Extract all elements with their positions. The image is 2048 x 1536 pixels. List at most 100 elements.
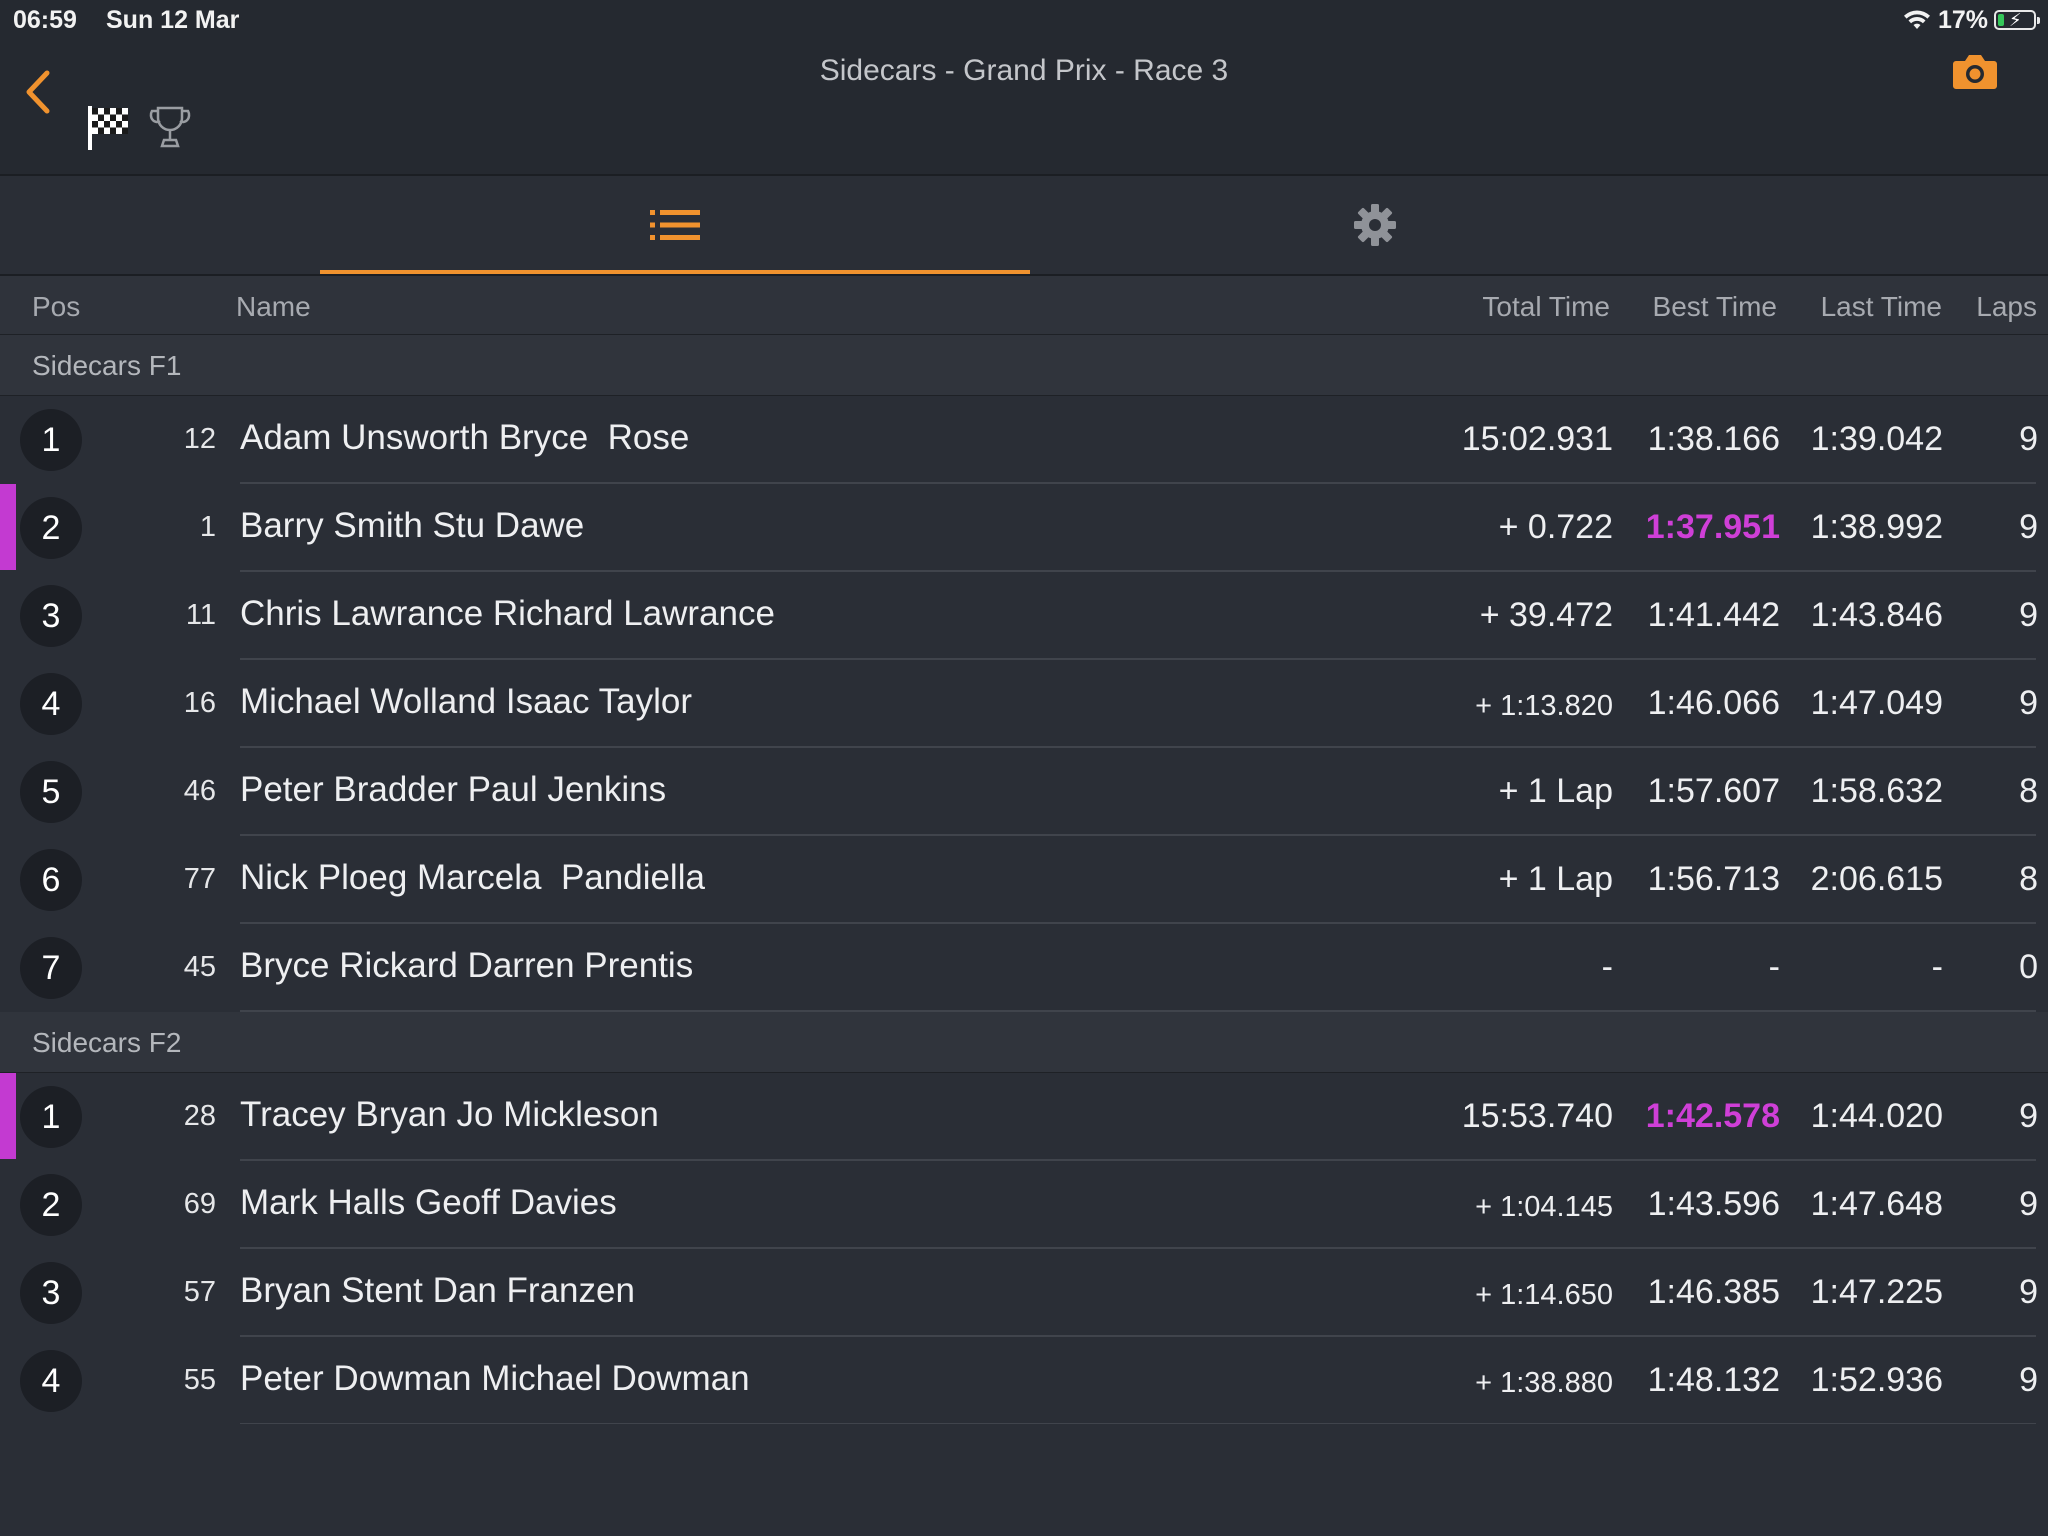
- total-time: -: [1601, 948, 1613, 986]
- race-number: 12: [183, 423, 216, 455]
- position-badge: 5: [20, 761, 82, 823]
- list-icon: [650, 210, 700, 240]
- status-bar: 06:59 Sun 12 Mar 17% ⚡: [0, 0, 2048, 40]
- rider-names: Chris Lawrance Richard Lawrance: [240, 594, 775, 633]
- last-time: -: [1931, 948, 1943, 986]
- race-number: 16: [183, 687, 216, 719]
- rider-names: Bryan Stent Dan Franzen: [240, 1271, 635, 1310]
- laps: 9: [2019, 1361, 2038, 1399]
- best-time: 1:38.166: [1647, 420, 1780, 458]
- laps: 8: [2019, 860, 2038, 898]
- best-time: -: [1768, 948, 1780, 986]
- navigation-bar: Sidecars - Grand Prix - Race 3: [0, 40, 2048, 176]
- best-time: 1:46.385: [1647, 1273, 1780, 1311]
- best-time: 1:57.607: [1647, 772, 1780, 810]
- total-time: + 1 Lap: [1498, 772, 1613, 810]
- race-number: 45: [183, 951, 216, 983]
- table-row[interactable]: 2 1 Barry Smith Stu Dawe + 0.722 1:37.95…: [0, 484, 2048, 572]
- active-tab-indicator: [320, 270, 1030, 274]
- table-row[interactable]: 3 11 Chris Lawrance Richard Lawrance + 3…: [0, 572, 2048, 660]
- table-row[interactable]: 7 45 Bryce Rickard Darren Prentis - - - …: [0, 924, 2048, 1012]
- table-row[interactable]: 1 28 Tracey Bryan Jo Mickleson 15:53.740…: [0, 1073, 2048, 1161]
- position-badge: 3: [20, 585, 82, 647]
- table-row[interactable]: 6 77 Nick Ploeg Marcela Pandiella + 1 La…: [0, 836, 2048, 924]
- laps: 9: [2019, 684, 2038, 722]
- rider-names: Michael Wolland Isaac Taylor: [240, 682, 692, 721]
- race-number: 1: [199, 511, 216, 543]
- last-time: 1:44.020: [1810, 1097, 1943, 1135]
- last-time: 1:47.225: [1810, 1273, 1943, 1311]
- table-row[interactable]: 1 12 Adam Unsworth Bryce Rose 15:02.931 …: [0, 396, 2048, 484]
- position-badge: 1: [20, 1086, 82, 1148]
- best-time: 1:48.132: [1647, 1361, 1780, 1399]
- rider-names: Peter Bradder Paul Jenkins: [240, 770, 667, 809]
- total-time: + 0.722: [1498, 508, 1613, 546]
- last-time: 1:39.042: [1810, 420, 1943, 458]
- battery-percent: 17%: [1937, 5, 1988, 34]
- table-row[interactable]: 4 55 Peter Dowman Michael Dowman + 1:38.…: [0, 1337, 2048, 1425]
- position-badge: 7: [20, 937, 82, 999]
- best-time: 1:42.578: [1645, 1097, 1780, 1135]
- laps: 8: [2019, 772, 2038, 810]
- group-header: Sidecars F1: [0, 335, 2048, 396]
- last-time: 2:06.615: [1810, 860, 1943, 898]
- last-time: 1:47.049: [1810, 684, 1943, 722]
- column-name: Name: [236, 291, 311, 322]
- best-time: 1:41.442: [1647, 596, 1780, 634]
- rider-names: Barry Smith Stu Dawe: [240, 506, 585, 545]
- total-time: + 1:38.880: [1475, 1367, 1613, 1399]
- back-button[interactable]: [18, 62, 58, 122]
- column-pos: Pos: [32, 291, 81, 322]
- position-badge: 6: [20, 849, 82, 911]
- column-best-time: Best Time: [1652, 291, 1777, 322]
- status-date: Sun 12 Mar: [106, 6, 240, 34]
- position-badge: 2: [20, 1174, 82, 1236]
- race-number: 77: [183, 863, 216, 895]
- last-time: 1:43.846: [1810, 596, 1943, 634]
- total-time: + 1 Lap: [1498, 860, 1613, 898]
- laps: 0: [2019, 948, 2038, 986]
- trophy-icon[interactable]: [148, 102, 192, 152]
- tab-results-list[interactable]: [320, 176, 1030, 274]
- race-number: 28: [183, 1100, 216, 1132]
- table-row[interactable]: 5 46 Peter Bradder Paul Jenkins + 1 Lap …: [0, 748, 2048, 836]
- results-column-header: Pos Name Total Time Best Time Last Time …: [0, 276, 2048, 335]
- total-time: + 1:04.145: [1475, 1191, 1613, 1223]
- gear-icon: [1354, 204, 1396, 246]
- chevron-left-icon: [26, 70, 50, 114]
- empty-area: [0, 1424, 2048, 1536]
- race-number: 57: [183, 1276, 216, 1308]
- position-badge: 4: [20, 673, 82, 735]
- total-time: + 1:13.820: [1475, 690, 1613, 722]
- rider-names: Mark Halls Geoff Davies: [240, 1183, 617, 1222]
- group-title: Sidecars F2: [32, 1027, 182, 1058]
- best-time: 1:46.066: [1647, 684, 1780, 722]
- last-time: 1:58.632: [1810, 772, 1943, 810]
- position-badge: 3: [20, 1262, 82, 1324]
- rider-names: Tracey Bryan Jo Mickleson: [240, 1095, 659, 1134]
- battery-icon: ⚡: [1994, 10, 2040, 30]
- race-number: 55: [183, 1364, 216, 1396]
- last-time: 1:38.992: [1810, 508, 1943, 546]
- total-time: + 1:14.650: [1475, 1279, 1613, 1311]
- wifi-icon: [1903, 10, 1930, 29]
- table-row[interactable]: 4 16 Michael Wolland Isaac Taylor + 1:13…: [0, 660, 2048, 748]
- position-badge: 1: [20, 409, 82, 471]
- laps: 9: [2019, 508, 2038, 546]
- table-row[interactable]: 3 57 Bryan Stent Dan Franzen + 1:14.650 …: [0, 1249, 2048, 1337]
- column-total-time: Total Time: [1482, 291, 1610, 322]
- rider-names: Bryce Rickard Darren Prentis: [240, 946, 694, 985]
- camera-button[interactable]: [1952, 52, 2002, 96]
- fastest-lap-marker: [0, 1073, 16, 1159]
- total-time: + 39.472: [1479, 596, 1613, 634]
- tab-bar: [0, 176, 2048, 276]
- rider-names: Adam Unsworth Bryce Rose: [240, 418, 690, 457]
- column-laps: Laps: [1976, 291, 2037, 322]
- position-badge: 4: [20, 1350, 82, 1412]
- status-indicators: 17% ⚡: [1902, 5, 2040, 34]
- rider-names: Nick Ploeg Marcela Pandiella: [240, 858, 705, 897]
- table-row[interactable]: 2 69 Mark Halls Geoff Davies + 1:04.145 …: [0, 1161, 2048, 1249]
- checkered-flag-icon[interactable]: [86, 102, 132, 152]
- tab-settings[interactable]: [1030, 176, 1720, 274]
- page-title: Sidecars - Grand Prix - Race 3: [819, 54, 1229, 87]
